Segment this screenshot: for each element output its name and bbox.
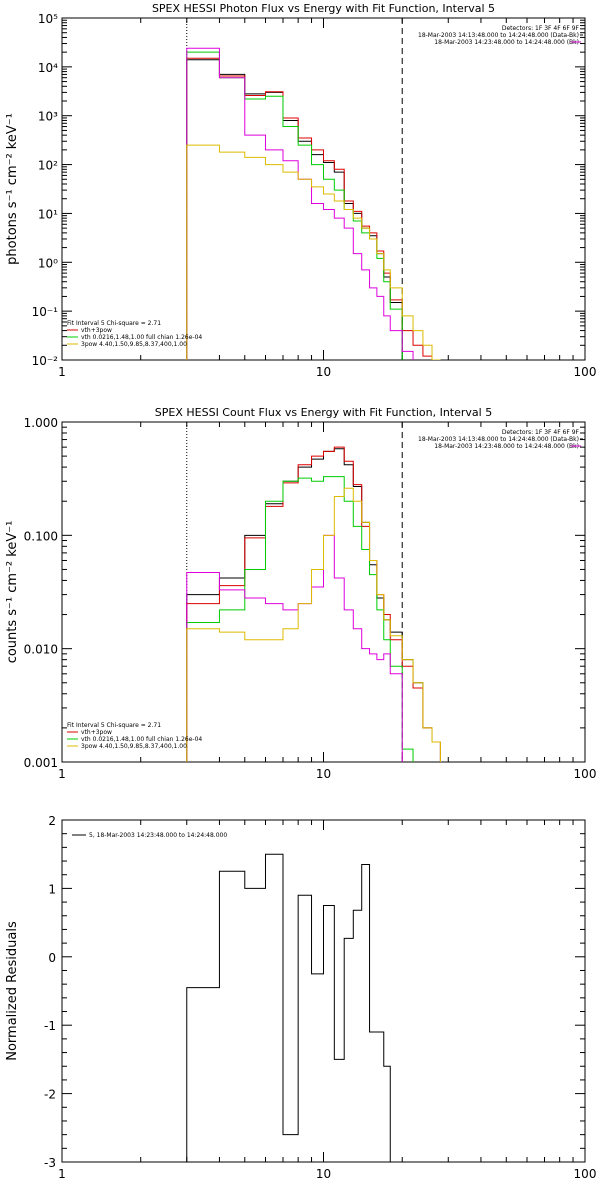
- legend-bottom-entry: vth 0.0216,1.48,1.00 full chian 1.26e-04: [81, 334, 202, 341]
- y-axis-label: counts s⁻¹ cm⁻² keV⁻¹: [5, 521, 20, 664]
- y-tick-label: 0: [48, 951, 56, 965]
- series-line-1: [186, 59, 403, 360]
- y-tick-label: 1.000: [24, 416, 58, 430]
- y-tick-label: 10⁴: [38, 61, 58, 75]
- x-tick-label: 100: [574, 1167, 597, 1181]
- series-line-4: [186, 47, 414, 360]
- series-line-5: [186, 144, 441, 360]
- y-tick-label: 10²: [38, 159, 58, 173]
- panel-1: SPEX HESSI Photon Flux vs Energy with Fi…: [5, 2, 596, 379]
- y-tick-label: 10⁻¹: [32, 305, 59, 319]
- x-tick-label: 1: [58, 365, 66, 379]
- y-tick-label: 10⁰: [38, 256, 58, 270]
- y-tick-label: -1: [44, 1019, 56, 1033]
- legend-bottom-entry: vth 0.0216,1.48,1.00 full chian 1.26e-04: [81, 736, 202, 743]
- series-line-1: [186, 853, 391, 1162]
- y-tick-label: 10⁵: [38, 12, 58, 26]
- series-line-4: [186, 534, 403, 762]
- series-line-2: [186, 57, 441, 360]
- series-line-5: [186, 487, 441, 762]
- legend-top-entry: Detectors: 1F 3F 4F 6F 9F: [502, 429, 580, 436]
- panel-3: Normalized Residuals 1 10 100 -3 -2 -1 0 1 2 5, 18…: [5, 814, 596, 1181]
- y-tick-label: 0.001: [24, 756, 58, 770]
- series-group: [186, 853, 391, 1162]
- chart-title: SPEX HESSI Photon Flux vs Energy with Fi…: [152, 2, 495, 15]
- y-tick-label: -3: [44, 1156, 56, 1170]
- y-axis-label: photons s⁻¹ cm⁻² keV⁻¹: [5, 113, 20, 265]
- legend-top-entry: 18-Mar-2003 14:13:48.000 to 14:24:48.000…: [418, 32, 579, 39]
- legend-top-entry: 18-Mar-2003 14:23:48.000 to 14:24:48.000…: [434, 39, 579, 46]
- x-tick-label: 1: [58, 767, 66, 781]
- y-tick-label: 1: [48, 882, 56, 896]
- legend-bottom-entry: vth+3pow: [81, 327, 112, 334]
- y-tick-label: 10⁻²: [32, 354, 59, 368]
- plot-frame: [61, 421, 586, 763]
- y-axis-label: Normalized Residuals: [5, 921, 20, 1061]
- legend-bottom-title: Fit Interval 5 Chi-square = 2.71: [67, 722, 161, 729]
- legend-bottom-entry: vth+3pow: [81, 729, 112, 736]
- series-group: [186, 47, 441, 360]
- legend-top-entry: Detectors: 1F 3F 4F 6F 9F: [502, 25, 580, 32]
- y-tick-label: 10³: [38, 110, 58, 124]
- chart-title: SPEX HESSI Count Flux vs Energy with Fit…: [155, 406, 492, 419]
- x-tick-label: 100: [574, 767, 597, 781]
- x-tick-label: 1: [58, 1167, 66, 1181]
- legend-bottom-entry: 3pow 4.40,1.50,9.85,8.37,400,1.00: [81, 743, 187, 750]
- y-tick-label: 0.100: [24, 529, 58, 543]
- legend-top-entry: 18-Mar-2003 14:23:48.000 to 14:24:48.000…: [434, 443, 579, 450]
- legend-top-entry: 18-Mar-2003 14:13:48.000 to 14:24:48.000…: [418, 436, 579, 443]
- y-tick-label: -2: [44, 1088, 56, 1102]
- x-tick-label: 100: [574, 365, 597, 379]
- series-group: [186, 446, 441, 762]
- y-tick-label: 0.010: [24, 643, 58, 657]
- x-tick-label: 10: [316, 767, 331, 781]
- legend-bottom-title: Fit Interval 5 Chi-square = 2.71: [67, 320, 161, 327]
- plot-frame: [61, 819, 586, 1163]
- x-tick-label: 10: [316, 1167, 331, 1181]
- x-tick-label: 10: [316, 365, 331, 379]
- series-line-3: [186, 476, 414, 762]
- legend-bottom-entry: 3pow 4.40,1.50,9.85,8.37,400,1.00: [81, 341, 187, 348]
- panel-2: SPEX HESSI Count Flux vs Energy with Fit…: [5, 406, 596, 781]
- legend-entry: 5, 18-Mar-2003 14:23:48.000 to 14:24:48.…: [89, 832, 227, 839]
- y-tick-label: 2: [48, 814, 56, 828]
- series-line-3: [186, 51, 414, 360]
- y-tick-label: 10¹: [38, 207, 58, 221]
